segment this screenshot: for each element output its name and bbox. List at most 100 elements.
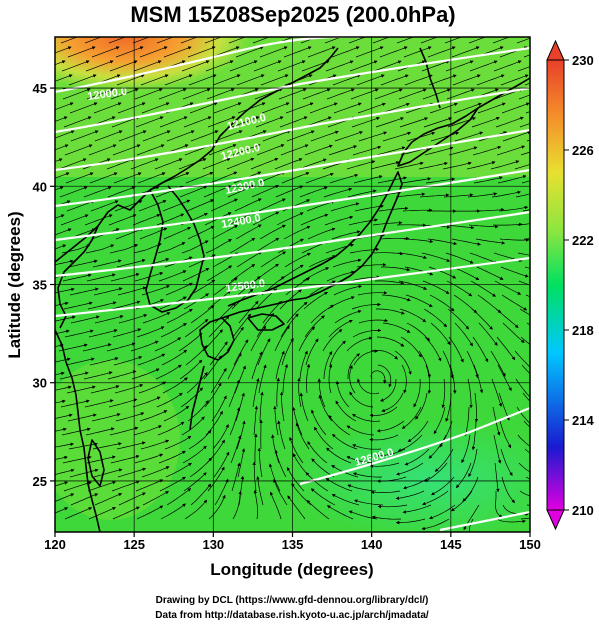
streamline — [142, 130, 171, 142]
streamline — [185, 171, 214, 184]
streamline — [135, 479, 164, 492]
streamline — [499, 420, 512, 449]
streamline — [64, 329, 94, 338]
streamline — [305, 471, 329, 492]
streamline — [139, 410, 168, 422]
streamline — [206, 265, 233, 282]
streamline — [376, 420, 405, 433]
streamline — [110, 88, 139, 100]
streamline — [69, 102, 98, 114]
streamline — [251, 351, 263, 380]
streamline — [259, 224, 286, 240]
streamline — [55, 371, 65, 376]
x-tick-label: 145 — [440, 537, 462, 552]
streamline — [164, 435, 192, 450]
streamline — [63, 481, 93, 492]
streamline — [133, 425, 162, 436]
streamline — [88, 144, 117, 156]
streamline — [280, 313, 299, 338]
streamline — [235, 46, 264, 58]
streamline — [55, 46, 72, 54]
streamline — [260, 251, 287, 268]
streamline — [132, 396, 161, 408]
streamline — [401, 177, 432, 184]
streamline — [259, 391, 264, 422]
streamline — [309, 102, 338, 114]
streamline — [214, 478, 229, 506]
x-tick-label: 140 — [361, 537, 383, 552]
streamline — [86, 88, 115, 100]
streamline — [404, 266, 434, 276]
contour-label: 12500.0 — [225, 278, 266, 295]
streamline — [348, 218, 378, 226]
streamline — [519, 123, 530, 128]
streamline — [520, 151, 530, 156]
streamline — [500, 448, 513, 476]
streamline — [495, 116, 524, 128]
streamline — [323, 187, 353, 198]
streamline — [107, 370, 137, 380]
streamline — [61, 60, 90, 72]
contour-line — [55, 210, 530, 278]
coastlines — [55, 47, 530, 532]
streamline — [205, 60, 234, 72]
streamline — [234, 198, 262, 212]
streamline — [260, 74, 289, 86]
streamline — [252, 211, 280, 226]
x-tick-label: 150 — [519, 537, 541, 552]
streamline — [472, 145, 502, 156]
streamline — [523, 420, 530, 428]
streamline — [376, 308, 405, 315]
streamline — [521, 180, 530, 184]
streamline — [67, 46, 96, 58]
streamline — [55, 186, 64, 191]
streamline — [55, 481, 69, 487]
streamline — [502, 130, 530, 142]
streamline — [184, 318, 209, 338]
streamline — [304, 315, 325, 338]
streamline — [256, 476, 264, 506]
streamline — [327, 296, 355, 310]
streamline — [352, 328, 382, 338]
streamline — [467, 192, 498, 198]
coast-taiwan — [87, 439, 105, 487]
streamline — [495, 491, 503, 518]
streamline — [142, 312, 171, 324]
streamline — [501, 476, 516, 504]
streamline — [205, 410, 223, 436]
streamline — [500, 266, 529, 278]
streamline — [137, 172, 166, 184]
contour-line — [55, 46, 530, 134]
streamline — [237, 102, 266, 114]
streamline — [306, 500, 330, 520]
streamline — [213, 451, 230, 478]
streamline — [55, 158, 63, 162]
streamline — [468, 448, 478, 478]
streamline — [394, 161, 424, 170]
streamline — [448, 336, 464, 363]
streamline — [404, 448, 430, 466]
streamline — [227, 185, 256, 198]
streamline — [69, 287, 99, 296]
x-tick-label: 125 — [123, 537, 145, 552]
streamline — [274, 158, 303, 170]
streamline — [476, 74, 505, 86]
streamline — [514, 164, 530, 170]
streamline — [452, 266, 480, 281]
streamline — [213, 277, 238, 296]
streamline — [449, 364, 457, 394]
streamline — [252, 461, 257, 492]
streamline — [274, 449, 287, 478]
streamline — [160, 503, 187, 520]
streamline — [430, 131, 460, 142]
streamline — [374, 88, 403, 100]
streamline — [162, 377, 188, 394]
streamline — [115, 46, 144, 58]
streamline — [425, 364, 432, 394]
y-axis-label: Latitude (degrees) — [5, 211, 24, 358]
streamline — [189, 102, 218, 114]
streamline — [310, 304, 335, 324]
streamline — [326, 88, 355, 100]
streamline — [108, 37, 127, 44]
